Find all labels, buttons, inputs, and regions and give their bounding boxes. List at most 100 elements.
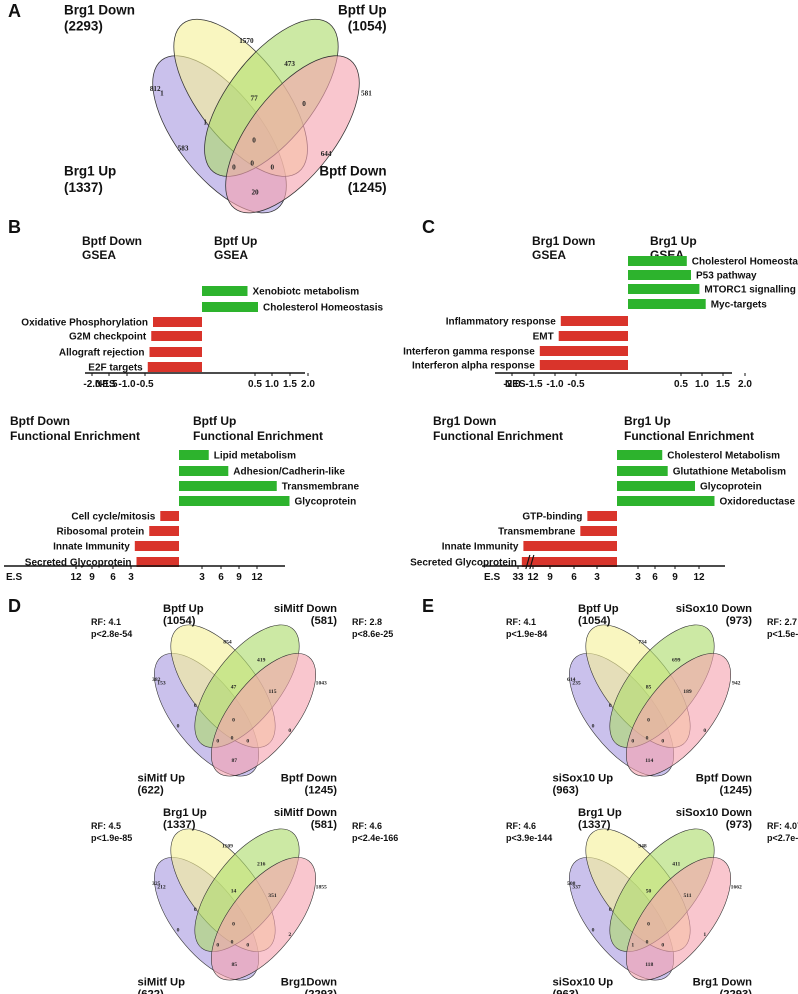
venn-set-label: (1245)	[304, 785, 337, 797]
bar-label: Interferon gamma response	[403, 347, 535, 358]
venn-region-count: 47	[231, 684, 237, 690]
chart-b1-title-left: Bptf Down	[82, 234, 142, 248]
chart-b2-title-right: Bptf Up	[193, 414, 236, 428]
p-right: p<8.6e-25	[352, 629, 393, 639]
rf-right: RF: 2.7	[767, 617, 797, 627]
venn-set-label: siSox10 Up	[553, 773, 614, 785]
bar	[617, 466, 668, 476]
venn-region-count: 85	[231, 962, 237, 968]
venn-region-count: 0	[194, 907, 197, 913]
x-tick-label: 0.5	[674, 379, 688, 390]
venn-region-count: 1	[631, 942, 634, 948]
x-tick-label: 1.0	[265, 379, 279, 390]
panel-label-a: A	[8, 1, 21, 21]
x-tick-label: -2.0	[83, 379, 101, 390]
venn-region-count: 1043	[316, 681, 327, 687]
rf-right: RF: 2.8	[352, 617, 382, 627]
x-tick-label: 12	[251, 572, 263, 583]
bar-label: Cell cycle/mitosis	[71, 512, 155, 523]
venn-set-label: Brg1 Up	[578, 807, 622, 819]
venn-region-count: 235	[572, 681, 581, 687]
bar	[628, 270, 691, 280]
chart-b2-title-right-sub: Functional Enrichment	[193, 429, 323, 443]
venn-region-count: 583	[178, 144, 189, 152]
x-tick-label: 2.0	[738, 379, 752, 390]
venn-region-count: 948	[638, 843, 647, 849]
bar-label: Transmembrane	[498, 527, 576, 538]
x-axis-label: E.S	[484, 572, 500, 583]
venn-region-count: 325	[152, 881, 161, 887]
rf-left: RF: 4.6	[506, 821, 536, 831]
x-tick-label: 2.0	[301, 379, 315, 390]
venn-region-count: 0	[647, 921, 650, 927]
bar-label: Allograft rejection	[59, 348, 145, 359]
bar-label: P53 pathway	[696, 271, 757, 282]
venn-region-count: 473	[284, 60, 295, 68]
venn-set-label: Brg1 Up	[163, 807, 207, 819]
bar-label: Secreted Glycoprotein	[25, 558, 132, 569]
venn-region-count: 0	[216, 942, 219, 948]
x-tick-label: -1.5	[100, 379, 118, 390]
venn-a-set-label-bptf-down: Bptf Down	[319, 164, 386, 179]
bar-label: E2F targets	[88, 363, 143, 374]
x-axis-label: NES	[505, 379, 526, 390]
venn-a: Brg1 Down (2293) Bptf Up (1054) Brg1 Up …	[64, 0, 387, 235]
venn-set-label: Bptf Down	[281, 773, 337, 785]
venn-a-set-count-bptf-down: (1245)	[348, 180, 387, 195]
venn-region-count: 0	[661, 942, 664, 948]
venn-region-count: 508	[567, 881, 576, 887]
bar	[628, 299, 706, 309]
bar	[160, 511, 179, 521]
venn-d2: Brg1 Up(1337) siMitf Down(581) siMitf Up(6…	[91, 807, 398, 994]
p-left: p<1.9e-85	[91, 833, 132, 843]
bar	[149, 347, 202, 357]
bar-label: G2M checkpoint	[69, 332, 147, 343]
bar	[179, 466, 229, 476]
x-tick-label: -1.0	[118, 379, 136, 390]
venn-region-count: 87	[231, 758, 237, 764]
venn-region-count: 0	[631, 738, 634, 744]
venn-set-label: Brg1Down	[281, 977, 337, 989]
venn-region-count: 511	[683, 893, 691, 899]
bar-label: Glutathione Metabolism	[673, 467, 786, 478]
chart-c2-title-left-sub: Functional Enrichment	[433, 429, 563, 443]
bar	[153, 317, 202, 327]
bar	[179, 481, 277, 491]
venn-region-count: 20	[251, 189, 259, 197]
venn-set-label: siSox10 Down	[676, 807, 752, 819]
venn-region-count: 0	[177, 723, 180, 729]
x-tick-label: 12	[70, 572, 82, 583]
chart-c2-title-right: Brg1 Up	[624, 414, 671, 428]
x-tick-label: 12	[693, 572, 705, 583]
bar	[539, 360, 628, 370]
bar-label: Myc-targets	[711, 300, 768, 311]
x-tick-label: -0.5	[567, 379, 585, 390]
venn-set-label: siMitf Down	[274, 603, 337, 615]
x-tick-label: 3	[594, 572, 600, 583]
venn-region-count: 0	[231, 735, 234, 741]
venn-region-count: 419	[257, 657, 266, 663]
panel-label-b: B	[8, 217, 21, 237]
rf-left: RF: 4.1	[91, 617, 121, 627]
rf-left: RF: 4.1	[506, 617, 536, 627]
venn-region-count: 0	[646, 939, 649, 945]
venn-region-count: 337	[572, 885, 581, 891]
panel-b-gsea: Bptf Down GSEA Bptf Up GSEA Xenobiotc me…	[21, 234, 383, 390]
venn-set-label: (2293)	[719, 989, 752, 994]
venn-region-count: 1	[203, 118, 207, 126]
chart-c1-title-left: Brg1 Down	[532, 234, 595, 248]
bar-label: Xenobiotc metabolism	[253, 287, 360, 298]
x-tick-label: 6	[218, 572, 224, 583]
venn-a-set-label-bptf-up: Bptf Up	[338, 2, 387, 17]
bar	[628, 256, 687, 266]
x-axis-label: E.S	[6, 572, 22, 583]
x-tick-label: 9	[672, 572, 678, 583]
venn-region-count: 0	[661, 738, 664, 744]
bar	[179, 450, 209, 460]
venn-region-count: 812	[150, 85, 161, 93]
venn-set-label: (1337)	[578, 819, 611, 831]
bar	[202, 302, 258, 312]
venn-region-count: 734	[638, 639, 647, 645]
bar-label: Cholesterol Homeostasis	[692, 257, 798, 268]
venn-region-count: 153	[157, 681, 166, 687]
